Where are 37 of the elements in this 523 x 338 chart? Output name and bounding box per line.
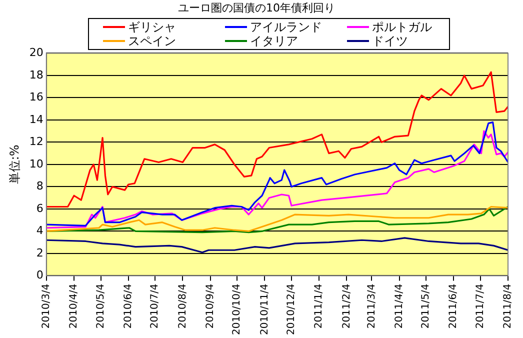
x-tick-label: 2010/4/4	[68, 284, 80, 329]
x-tick-label: 2010/7/4	[150, 284, 161, 329]
x-tick-label: 2010/9/4	[204, 284, 216, 329]
y-tick-label: 0	[36, 268, 44, 282]
y-tick-label: 2	[36, 246, 44, 260]
y-tick-label: 8	[36, 180, 44, 193]
chart-title: ユーロ圏の国債の10年債利回り	[178, 1, 335, 14]
y-tick-label: 12	[29, 135, 44, 148]
x-tick-label: 2011/6/4	[448, 284, 460, 329]
x-tick-label: 2011/5/4	[420, 284, 432, 329]
x-tick-label: 2011/7/4	[474, 284, 486, 329]
x-tick-label: 2010/3/4	[40, 284, 52, 329]
legend-label: イタリア	[250, 34, 298, 48]
y-tick-label: 14	[29, 112, 44, 126]
y-tick-label: 10	[29, 157, 44, 170]
x-tick-label: 2010/6/4	[122, 284, 134, 329]
legend-label: ポルトガル	[372, 20, 432, 34]
y-tick-label: 6	[36, 202, 44, 215]
y-tick-label: 4	[36, 224, 44, 238]
legend-label: アイルランド	[250, 20, 322, 34]
x-tick-label: 2011/8/4	[502, 284, 514, 329]
legend-label: ドイツ	[372, 34, 408, 48]
x-tick-label: 2011/2/4	[341, 284, 352, 329]
legend-label: ギリシャ	[128, 20, 176, 34]
y-axis-title: 単位:%	[7, 144, 22, 184]
x-tick-label: 2011/3/4	[366, 284, 378, 329]
x-tick-label: 2010/5/4	[95, 284, 106, 329]
x-tick-label: 2011/4/4	[394, 284, 405, 329]
y-tick-label: 16	[29, 90, 44, 104]
x-tick-label: 2011/1/4	[314, 284, 325, 329]
x-tick-label: 2010/12/4	[286, 284, 298, 336]
x-tick-label: 2010/8/4	[177, 284, 188, 329]
y-tick-label: 20	[29, 46, 44, 60]
legend-label: スペイン	[128, 34, 176, 48]
x-tick-label: 2010/10/4	[232, 284, 243, 336]
x-tick-label: 2010/11/4	[259, 284, 270, 336]
y-tick-label: 18	[29, 68, 44, 82]
